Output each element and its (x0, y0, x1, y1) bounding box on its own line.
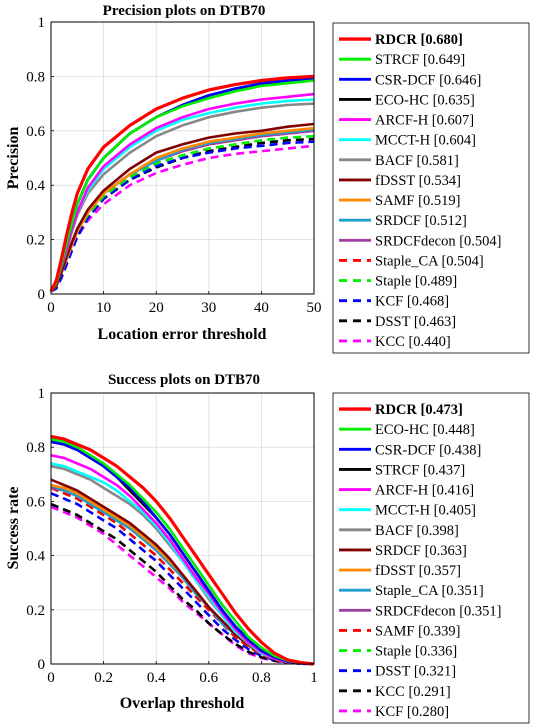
legend-entry: SRDCFdecon [0.504] (375, 233, 501, 249)
success-lines (50, 434, 315, 666)
success-ylabel: Success rate (5, 486, 22, 569)
series-line-bacf (50, 464, 315, 666)
x-tick-label: 20 (149, 300, 164, 316)
legend-entry: DSST [0.463] (375, 314, 456, 330)
success-title: Success plots on DTB70 (108, 372, 260, 388)
y-tick-label: 0.2 (26, 603, 45, 619)
precision-xlabel: Location error threshold (98, 326, 267, 343)
series-line-csr-dcf (50, 440, 315, 666)
y-tick-label: 0.2 (26, 233, 45, 249)
legend-entry: Staple [0.489] (375, 274, 457, 290)
legend-entry: fDSST [0.534] (375, 173, 461, 189)
legend-entry: ECO-HC [0.635] (375, 92, 475, 108)
precision-panel: Precision plots on DTB70 0 10 20 30 40 50 0 0.2… (5, 3, 530, 354)
x-tick-label: 0.6 (199, 670, 218, 686)
x-tick-label: 1 (310, 670, 318, 686)
series-line-dsst (50, 137, 315, 293)
series-line-rdcr (49, 74, 315, 292)
legend-entry: DSST [0.321] (375, 664, 456, 680)
x-tick-label: 40 (254, 300, 269, 316)
success-axes-box (50, 392, 315, 665)
precision-tick-labels: 0 10 20 30 40 50 0 0.2 0.4 0.6 0.8 1 (26, 15, 321, 316)
legend-entry: BACF [0.581] (375, 153, 459, 169)
legend-entry: CSR-DCF [0.646] (375, 72, 481, 88)
x-tick-label: 10 (96, 300, 111, 316)
y-tick-label: 0.8 (26, 69, 45, 85)
success-tick-labels: 0 0.2 0.4 0.6 0.8 1 0 0.2 0.4 0.6 0.8 1 (26, 386, 318, 686)
y-tick-label: 0 (38, 657, 46, 673)
series-line-kcf (50, 505, 315, 666)
precision-legend: RDCR [0.680] STRCF [0.649] CSR-DCF [0.646]… (332, 22, 530, 354)
success-grid (50, 392, 315, 665)
legend-entry: RDCR [0.680] (375, 32, 463, 48)
series-line-fdsst (50, 122, 315, 293)
y-tick-label: 0.4 (26, 549, 45, 565)
x-tick-label: 0 (47, 670, 55, 686)
precision-axes-box (50, 21, 315, 295)
legend-entry: MCCT-H [0.604] (375, 133, 476, 149)
legend-entry: KCC [0.291] (375, 684, 451, 700)
legend-entry: SRDCF [0.363] (375, 543, 467, 559)
legend-entry: KCC [0.440] (375, 334, 451, 350)
y-tick-label: 0.6 (26, 124, 45, 140)
success-xlabel: Overlap threshold (120, 695, 245, 712)
legend-entry: ECO-HC [0.448] (375, 422, 475, 438)
legend-entry: KCF [0.280] (375, 704, 449, 720)
legend-entry: SAMF [0.519] (375, 193, 460, 209)
y-tick-label: 0.6 (26, 494, 45, 510)
series-line-rdcr (50, 434, 315, 666)
series-line-arcf-h (50, 454, 315, 666)
legend-entry: Staple_CA [0.351] (375, 583, 484, 599)
success-panel: Success plots on DTB70 0 0.2 0.4 0.6 0.8 1 0 0.… (5, 372, 530, 724)
x-tick-label: 0.4 (147, 670, 166, 686)
legend-entry: SRDCF [0.512] (375, 213, 467, 229)
legend-entry: BACF [0.398] (375, 523, 459, 539)
legend-entry: MCCT-H [0.405] (375, 503, 476, 519)
legend-entry: SRDCFdecon [0.351] (375, 603, 501, 619)
legend-entry: ARCF-H [0.416] (375, 483, 474, 499)
legend-entry: CSR-DCF [0.438] (375, 442, 481, 458)
legend-entry: ARCF-H [0.607] (375, 113, 474, 129)
series-line-kcf (50, 140, 315, 293)
legend-entry: STRCF [0.437] (375, 462, 465, 478)
success-legend: RDCR [0.473] ECO-HC [0.448] CSR-DCF [0.438… (332, 392, 530, 724)
y-tick-label: 0 (38, 287, 46, 303)
legend-entry: RDCR [0.473] (375, 402, 463, 418)
legend-entry: KCF [0.468] (375, 294, 449, 310)
legend-entry: Staple_CA [0.504] (375, 253, 484, 269)
legend-entry: Staple [0.336] (375, 644, 457, 660)
y-tick-label: 0.8 (26, 440, 45, 456)
legend-entry: STRCF [0.649] (375, 52, 465, 68)
precision-title: Precision plots on DTB70 (103, 3, 266, 19)
series-line-mcct-h (50, 462, 315, 666)
series-line-staple (50, 134, 315, 293)
y-tick-label: 0.4 (26, 178, 45, 194)
y-tick-label: 1 (38, 386, 46, 402)
x-tick-label: 0 (47, 300, 55, 316)
x-tick-label: 50 (307, 300, 322, 316)
series-line-kcc (50, 502, 315, 666)
precision-lines (49, 74, 315, 293)
legend-entry: SAMF [0.339] (375, 623, 460, 639)
precision-ylabel: Precision (5, 127, 22, 190)
x-tick-label: 0.8 (252, 670, 271, 686)
x-tick-label: 30 (201, 300, 216, 316)
x-tick-label: 0.2 (94, 670, 113, 686)
y-tick-label: 1 (38, 15, 46, 31)
series-line-arcf-h (49, 92, 315, 293)
legend-entry: fDSST [0.357] (375, 563, 461, 579)
series-line-eco-hc (50, 437, 315, 666)
